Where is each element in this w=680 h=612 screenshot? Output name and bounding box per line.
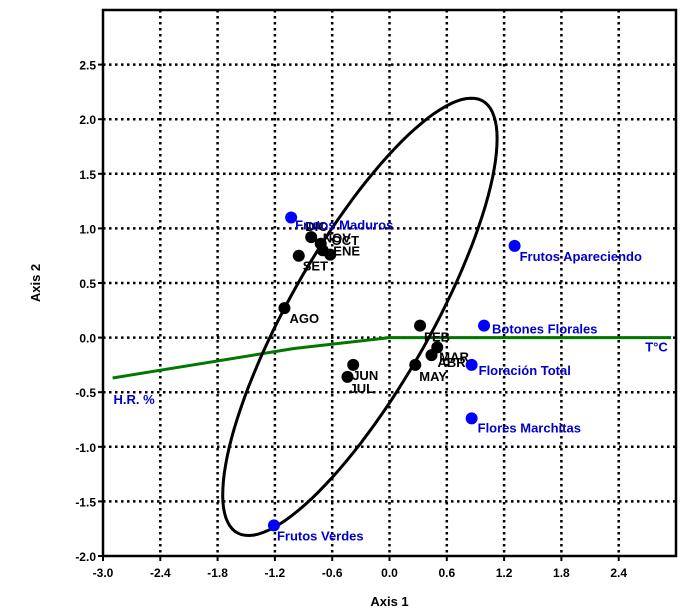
point-label: JUN xyxy=(352,368,378,383)
y-tick-label: -1.0 xyxy=(75,441,96,455)
env-vectors xyxy=(112,336,672,380)
x-tick-label: -3.0 xyxy=(93,566,114,580)
x-tick-label: 1.8 xyxy=(553,566,570,580)
data-point xyxy=(305,231,318,244)
x-tick-label: -2.4 xyxy=(150,566,171,580)
data-point xyxy=(324,248,337,261)
data-point xyxy=(414,319,427,332)
y-tick-label: 2.0 xyxy=(79,113,96,127)
vector-label: H.R. % xyxy=(114,392,156,407)
data-point xyxy=(292,249,305,262)
point-label: DIC xyxy=(305,219,328,234)
point-label: Frutos Apareciendo xyxy=(520,249,642,264)
vector-label: T°C xyxy=(645,340,668,355)
data-point xyxy=(465,412,478,425)
x-tick-label: -1.2 xyxy=(265,566,286,580)
data-point xyxy=(478,319,491,332)
y-tick-label: 0.0 xyxy=(79,332,96,346)
data-point xyxy=(347,358,360,371)
y-tick-label: 1.5 xyxy=(79,168,96,182)
x-axis-title: Axis 1 xyxy=(370,594,408,609)
point-label: ENE xyxy=(333,244,360,259)
point-label: FEB xyxy=(424,330,450,345)
x-tick-label: 2.4 xyxy=(610,566,627,580)
y-tick-label: 2.5 xyxy=(79,59,96,73)
y-axis-title: Axis 2 xyxy=(28,264,43,302)
point-label: AGO xyxy=(289,311,319,326)
x-tick-label: -1.8 xyxy=(207,566,228,580)
point-label: Frutos Maduros xyxy=(295,217,393,232)
point-label: ABR xyxy=(438,355,467,370)
data-point xyxy=(285,211,298,224)
grid-lines xyxy=(103,10,676,556)
point-label: MAY xyxy=(419,369,447,384)
data-point xyxy=(409,358,422,371)
data-point xyxy=(341,370,354,383)
vector-line xyxy=(112,336,390,380)
data-point xyxy=(267,519,280,532)
data-point xyxy=(425,349,438,362)
point-label: NOV xyxy=(323,231,352,246)
point-label: OCT xyxy=(332,233,360,248)
point-label: SET xyxy=(303,259,328,274)
point-label: Floración Total xyxy=(479,363,571,378)
point-label: Flores Marchitas xyxy=(478,420,581,435)
x-tick-label: 1.2 xyxy=(496,566,513,580)
data-points xyxy=(267,211,521,532)
point-label: MAR xyxy=(439,349,469,364)
point-label: Botones Florales xyxy=(492,322,597,337)
data-point xyxy=(508,239,521,252)
point-label: JUL xyxy=(349,381,374,396)
data-point xyxy=(465,358,478,371)
y-tick-label: 1.0 xyxy=(79,222,96,236)
axis-ticks: -3.0 -2.4 -1.8 -1.2 -0.6 0.0 0.6 1.2 1.8 2.4 -2.0 -… xyxy=(75,59,627,580)
point-label: Frutos Verdes xyxy=(277,528,364,543)
y-tick-label: -0.5 xyxy=(75,386,96,400)
y-tick-label: -2.0 xyxy=(75,550,96,564)
data-point xyxy=(278,302,291,315)
y-tick-label: 0.5 xyxy=(79,277,96,291)
x-tick-label: -0.6 xyxy=(322,566,343,580)
x-tick-label: 0.0 xyxy=(381,566,398,580)
confidence-ellipse xyxy=(221,96,499,538)
confidence-ellipse-group xyxy=(221,96,499,538)
y-tick-label: -1.5 xyxy=(75,495,96,509)
x-tick-label: 0.6 xyxy=(438,566,455,580)
